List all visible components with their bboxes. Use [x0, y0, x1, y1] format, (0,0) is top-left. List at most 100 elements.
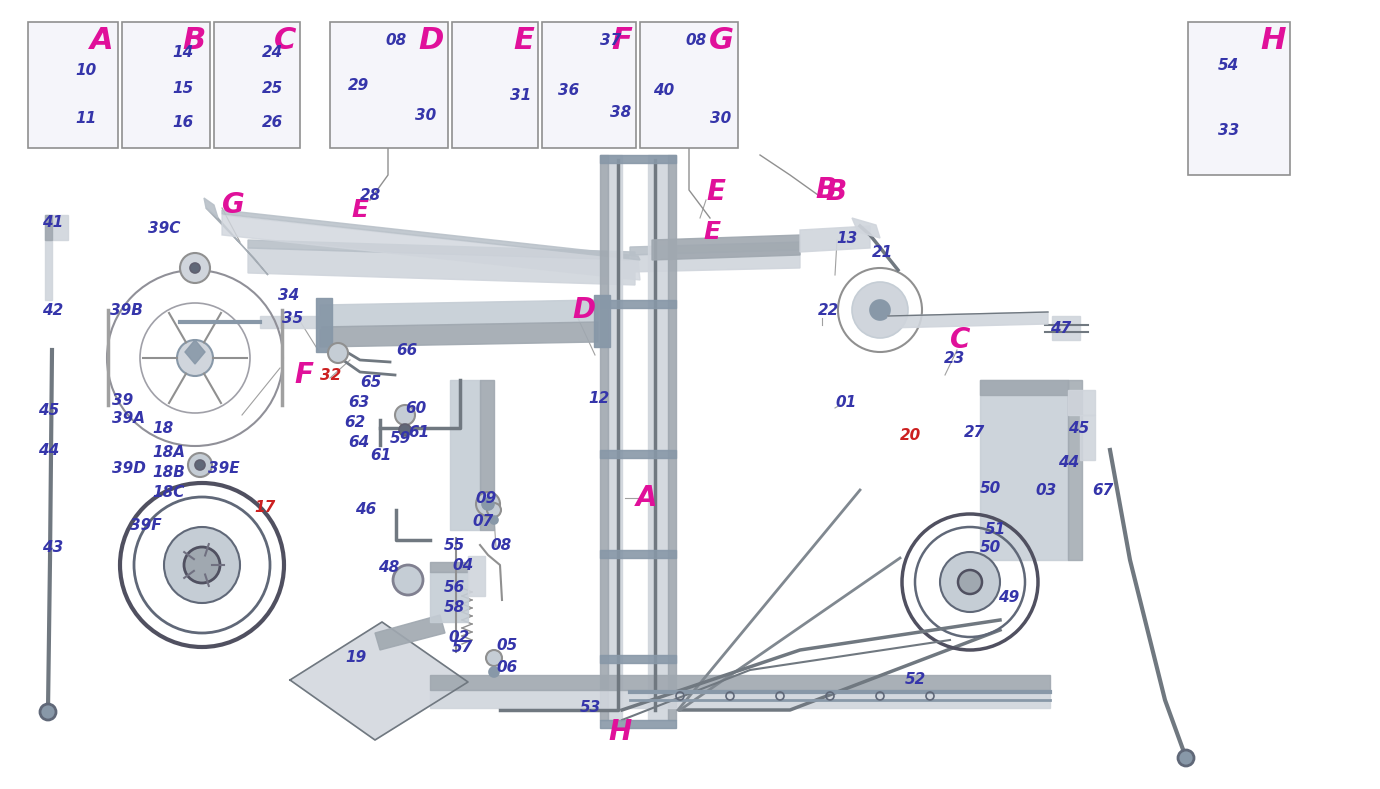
Bar — [1188, 22, 1290, 175]
Text: 18A: 18A — [152, 444, 185, 459]
Text: A: A — [90, 26, 115, 55]
Polygon shape — [185, 340, 206, 364]
Polygon shape — [631, 242, 800, 255]
Polygon shape — [649, 155, 668, 720]
Text: 35: 35 — [282, 311, 304, 326]
Polygon shape — [600, 155, 676, 163]
Text: 08: 08 — [385, 32, 406, 47]
Polygon shape — [248, 248, 635, 285]
Text: 04: 04 — [453, 558, 473, 573]
Polygon shape — [609, 155, 622, 720]
Text: 13: 13 — [836, 230, 857, 245]
Text: 06: 06 — [495, 660, 518, 675]
Polygon shape — [222, 210, 640, 260]
Text: 49: 49 — [998, 590, 1020, 605]
Text: E: E — [352, 198, 368, 222]
Polygon shape — [431, 690, 1050, 708]
Text: 32: 32 — [320, 368, 341, 383]
Text: 57: 57 — [453, 641, 473, 656]
Polygon shape — [600, 450, 676, 458]
Text: A: A — [636, 484, 657, 512]
Polygon shape — [651, 235, 800, 260]
Text: 39E: 39E — [208, 461, 240, 476]
Polygon shape — [248, 240, 635, 260]
Text: 50: 50 — [980, 481, 1002, 495]
Text: 39A: 39A — [112, 410, 145, 425]
Text: 02: 02 — [448, 630, 469, 645]
Bar — [542, 22, 636, 148]
Polygon shape — [980, 380, 1068, 560]
Text: 18: 18 — [152, 421, 174, 436]
Text: E: E — [513, 26, 534, 55]
Text: 05: 05 — [495, 638, 518, 653]
Text: 67: 67 — [1092, 483, 1114, 498]
Polygon shape — [204, 198, 218, 218]
Text: D: D — [418, 26, 444, 55]
Text: 59: 59 — [391, 431, 411, 446]
Text: 37: 37 — [600, 32, 621, 47]
Circle shape — [476, 492, 500, 516]
Polygon shape — [259, 316, 320, 328]
Polygon shape — [600, 300, 676, 308]
Text: 21: 21 — [872, 245, 893, 260]
Text: 39F: 39F — [130, 518, 161, 533]
Polygon shape — [1052, 316, 1081, 340]
Text: 36: 36 — [558, 83, 580, 98]
Circle shape — [188, 453, 213, 477]
Polygon shape — [1081, 415, 1094, 460]
Polygon shape — [600, 655, 676, 663]
Text: 18C: 18C — [152, 484, 185, 499]
Text: 25: 25 — [262, 80, 283, 95]
Text: 58: 58 — [444, 600, 465, 615]
Polygon shape — [851, 218, 880, 238]
Text: D: D — [571, 296, 595, 324]
Text: 45: 45 — [39, 402, 59, 417]
Text: 16: 16 — [172, 114, 193, 129]
Text: 53: 53 — [580, 701, 602, 716]
Text: 43: 43 — [41, 540, 63, 555]
Circle shape — [177, 340, 213, 376]
Text: G: G — [709, 26, 734, 55]
Text: 39: 39 — [112, 392, 134, 407]
Text: 23: 23 — [944, 350, 965, 365]
Circle shape — [399, 424, 411, 436]
Text: 65: 65 — [360, 375, 381, 390]
Polygon shape — [431, 675, 1050, 690]
Text: 41: 41 — [41, 215, 63, 230]
Text: G: G — [222, 191, 244, 219]
Text: 52: 52 — [905, 672, 926, 687]
Text: 10: 10 — [75, 62, 97, 77]
Polygon shape — [46, 215, 68, 240]
Text: 29: 29 — [348, 77, 370, 92]
Text: 63: 63 — [348, 394, 370, 409]
Text: 38: 38 — [610, 104, 631, 119]
Text: 12: 12 — [588, 391, 609, 406]
Polygon shape — [316, 298, 333, 352]
Text: 55: 55 — [444, 537, 465, 552]
Polygon shape — [1068, 380, 1082, 560]
Polygon shape — [600, 155, 609, 720]
Text: 03: 03 — [1035, 483, 1056, 498]
Circle shape — [40, 704, 57, 720]
Text: 15: 15 — [172, 80, 193, 95]
Circle shape — [393, 565, 424, 595]
Circle shape — [164, 527, 240, 603]
Circle shape — [490, 516, 498, 524]
Text: F: F — [611, 26, 632, 55]
Text: B: B — [825, 178, 846, 206]
Circle shape — [486, 650, 502, 666]
Text: 33: 33 — [1219, 122, 1239, 137]
Text: 17: 17 — [254, 500, 275, 515]
Circle shape — [1179, 750, 1194, 766]
Text: 51: 51 — [985, 522, 1006, 537]
Text: H: H — [1260, 26, 1286, 55]
Text: E: E — [707, 178, 725, 206]
Text: C: C — [273, 26, 295, 55]
Text: 45: 45 — [1068, 421, 1089, 436]
Bar — [28, 22, 119, 148]
Text: 66: 66 — [396, 342, 417, 357]
Text: 19: 19 — [345, 650, 366, 665]
Text: 34: 34 — [277, 287, 299, 302]
Polygon shape — [431, 572, 468, 622]
Text: 46: 46 — [355, 503, 377, 518]
